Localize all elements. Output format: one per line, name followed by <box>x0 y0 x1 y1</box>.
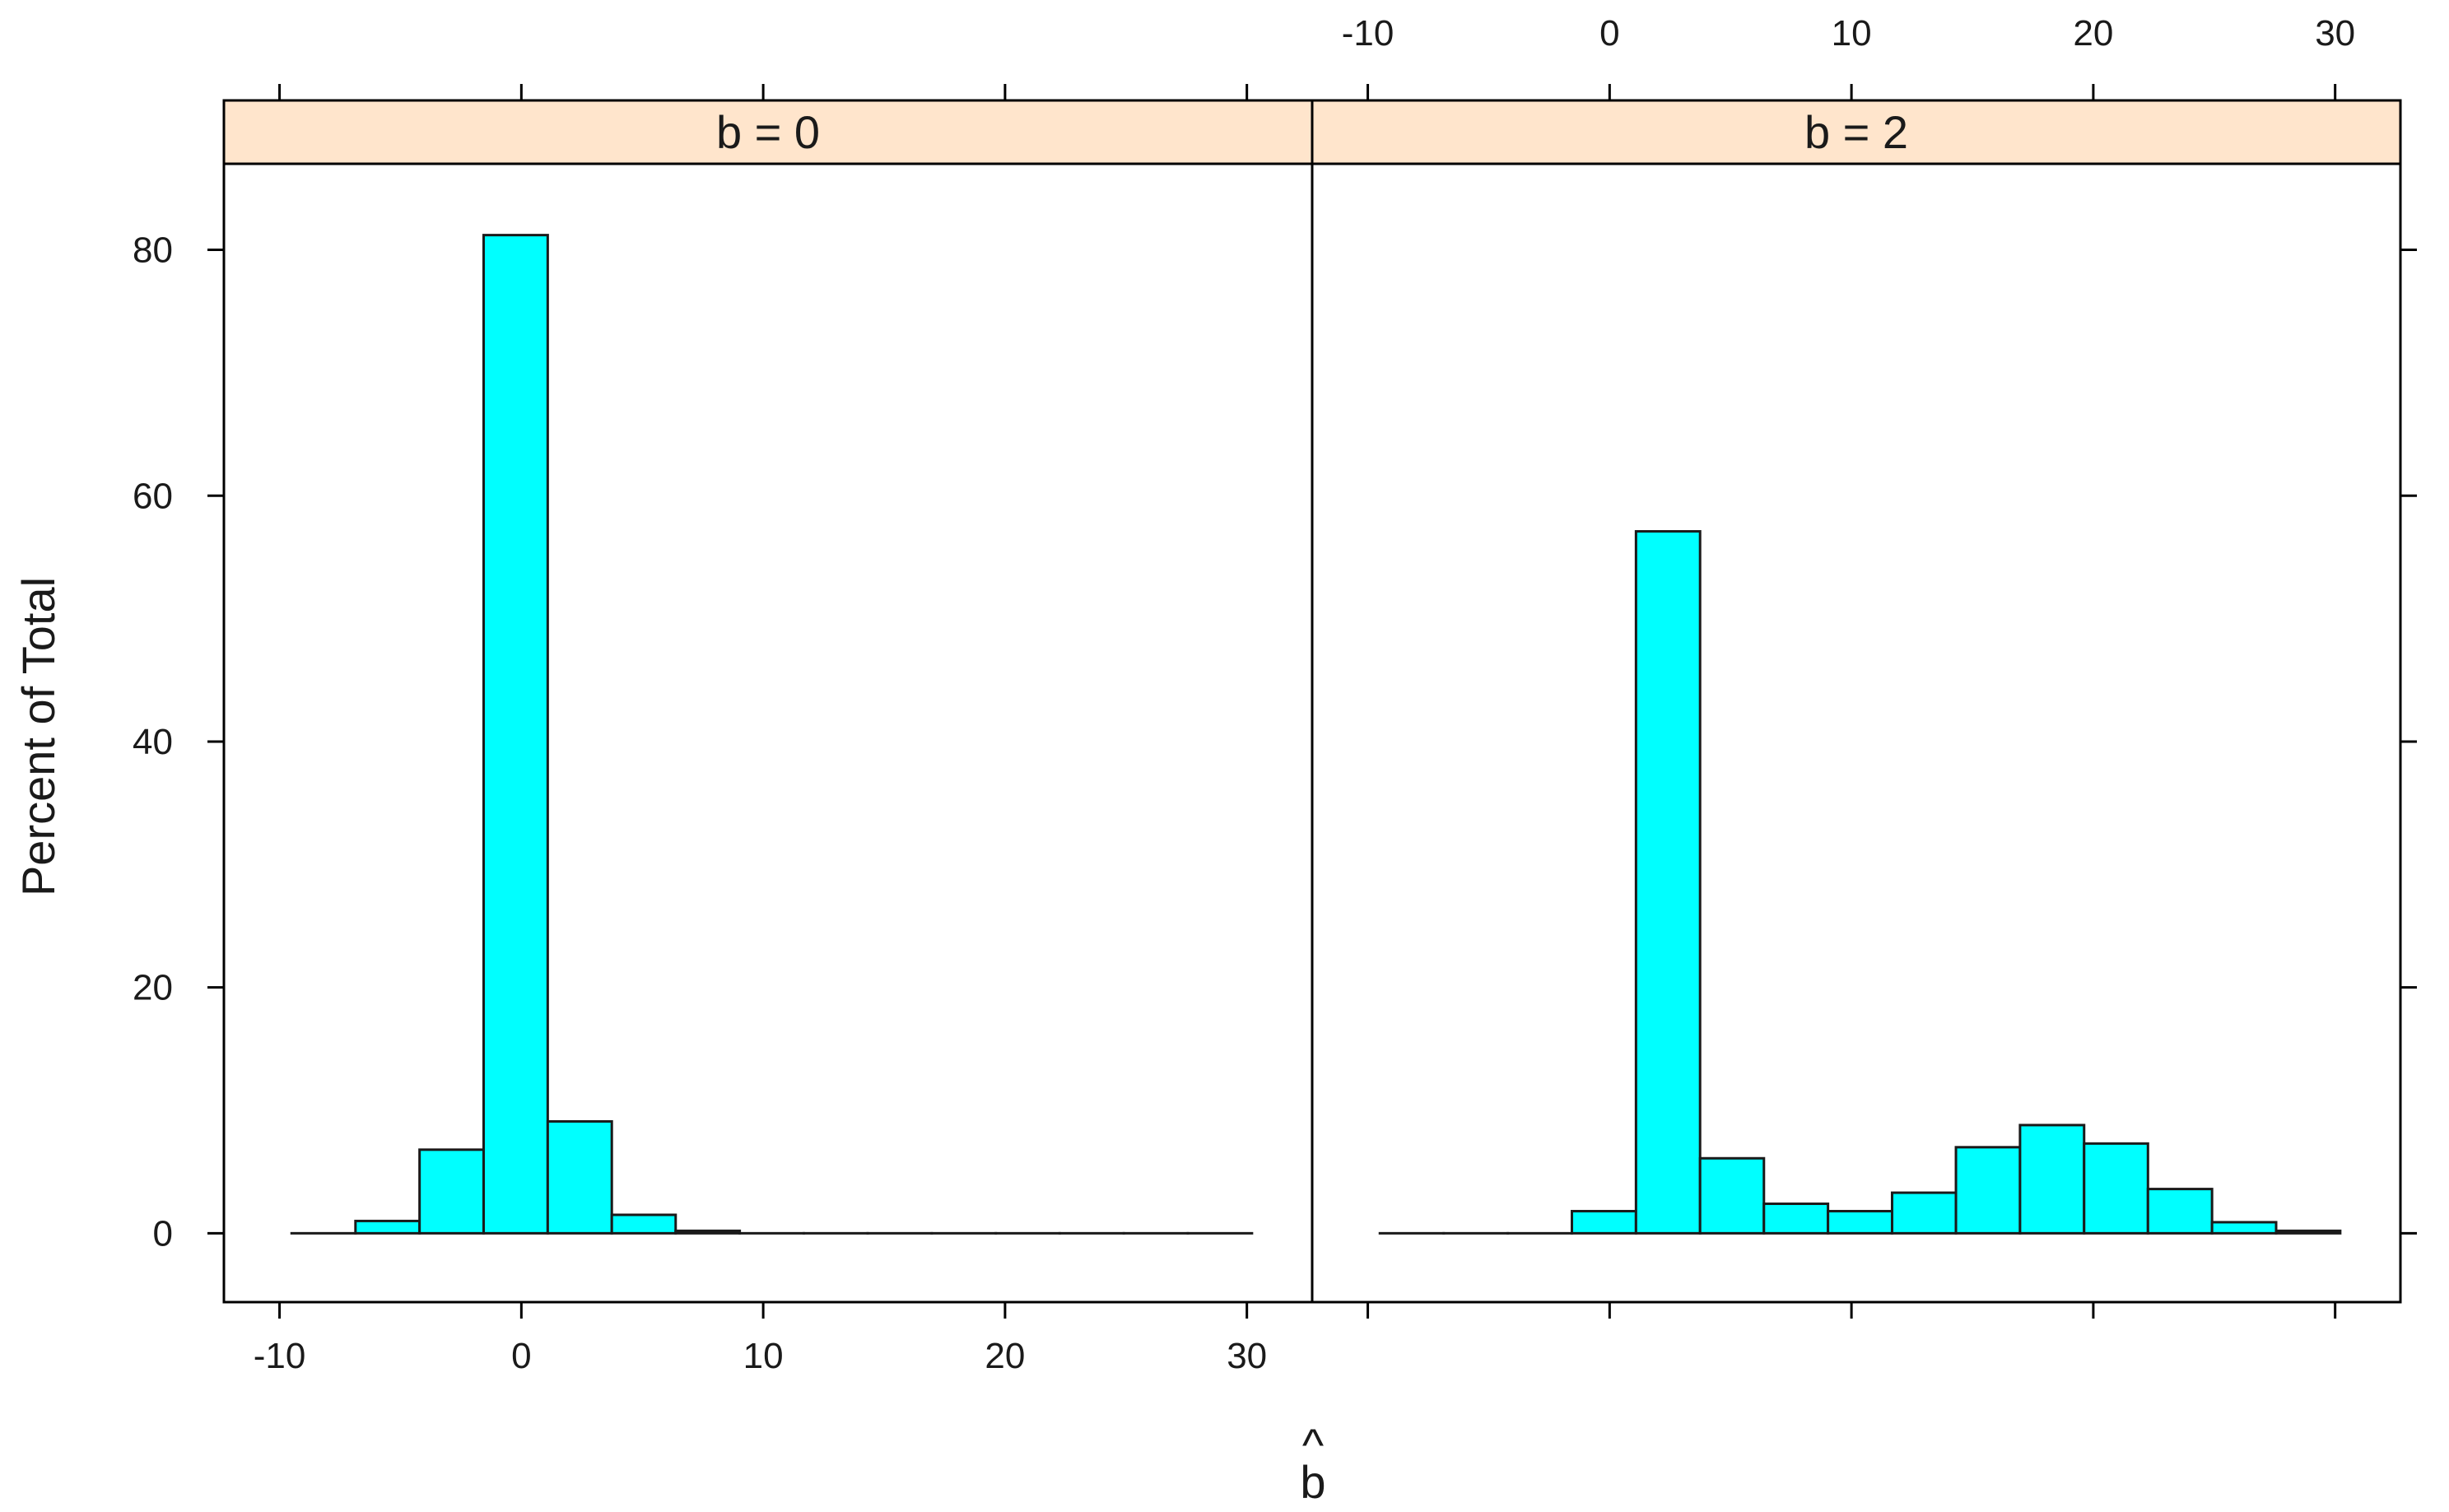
histogram-bar <box>2083 1142 2149 1235</box>
x-tick-label: -10 <box>1342 13 1394 54</box>
histogram-bar <box>1890 1191 1958 1235</box>
panel-b-0: b = 0 <box>222 99 1314 1304</box>
x-tick-label: 30 <box>2315 13 2355 54</box>
x-axis-label: b <box>1300 1456 1325 1508</box>
y-tick-label: 80 <box>133 230 173 271</box>
panel-frame <box>222 99 1314 1304</box>
strip-background <box>222 99 1314 165</box>
x-tick-label: 20 <box>2073 13 2113 54</box>
histogram-bar <box>418 1148 486 1235</box>
x-tick-label: -10 <box>254 1336 306 1376</box>
histogram-bar <box>482 234 549 1235</box>
y-tick-label: 60 <box>133 476 173 516</box>
x-tick-label: 10 <box>1832 13 1872 54</box>
x-tick-label: 20 <box>985 1336 1025 1376</box>
histogram-bar <box>1827 1209 1893 1235</box>
histogram-bar <box>2274 1229 2342 1235</box>
histogram-bar <box>1571 1209 1637 1235</box>
panel-b-2: b = 2 <box>1311 99 2402 1304</box>
x-tick-label: 10 <box>743 1336 784 1376</box>
histogram-bar <box>2210 1221 2278 1235</box>
histogram-bar <box>674 1229 742 1235</box>
histogram-bar <box>610 1213 677 1235</box>
x-tick-label: 30 <box>1227 1336 1267 1376</box>
strip-label: b = 2 <box>1804 106 1908 158</box>
histogram-bar <box>546 1119 613 1235</box>
y-tick-label: 20 <box>133 968 173 1008</box>
panel-frame <box>1311 99 2402 1304</box>
histogram-bar <box>1954 1146 2022 1235</box>
axes: -10 -10 0 0 10 10 20 20 30 30 0 20 40 60 80 <box>133 13 2417 1376</box>
x-tick-label: 0 <box>1599 13 1619 54</box>
histogram-bar <box>2018 1124 2086 1235</box>
histogram-bar <box>1698 1156 1766 1235</box>
y-tick-label: 40 <box>133 722 173 762</box>
bar-group <box>1378 530 2342 1235</box>
x-axis-label-accent: ^ <box>1302 1419 1324 1471</box>
histogram-bar <box>1762 1203 1830 1235</box>
histogram-bar <box>1634 530 1702 1235</box>
y-tick-label: 0 <box>153 1213 173 1254</box>
bar-group <box>290 234 1254 1235</box>
histogram-bar <box>2146 1188 2214 1235</box>
histogram-bar <box>354 1219 421 1235</box>
y-axis-label: Percent of Total <box>12 577 64 896</box>
strip-label: b = 0 <box>716 106 820 158</box>
x-tick-label: 0 <box>511 1336 531 1376</box>
